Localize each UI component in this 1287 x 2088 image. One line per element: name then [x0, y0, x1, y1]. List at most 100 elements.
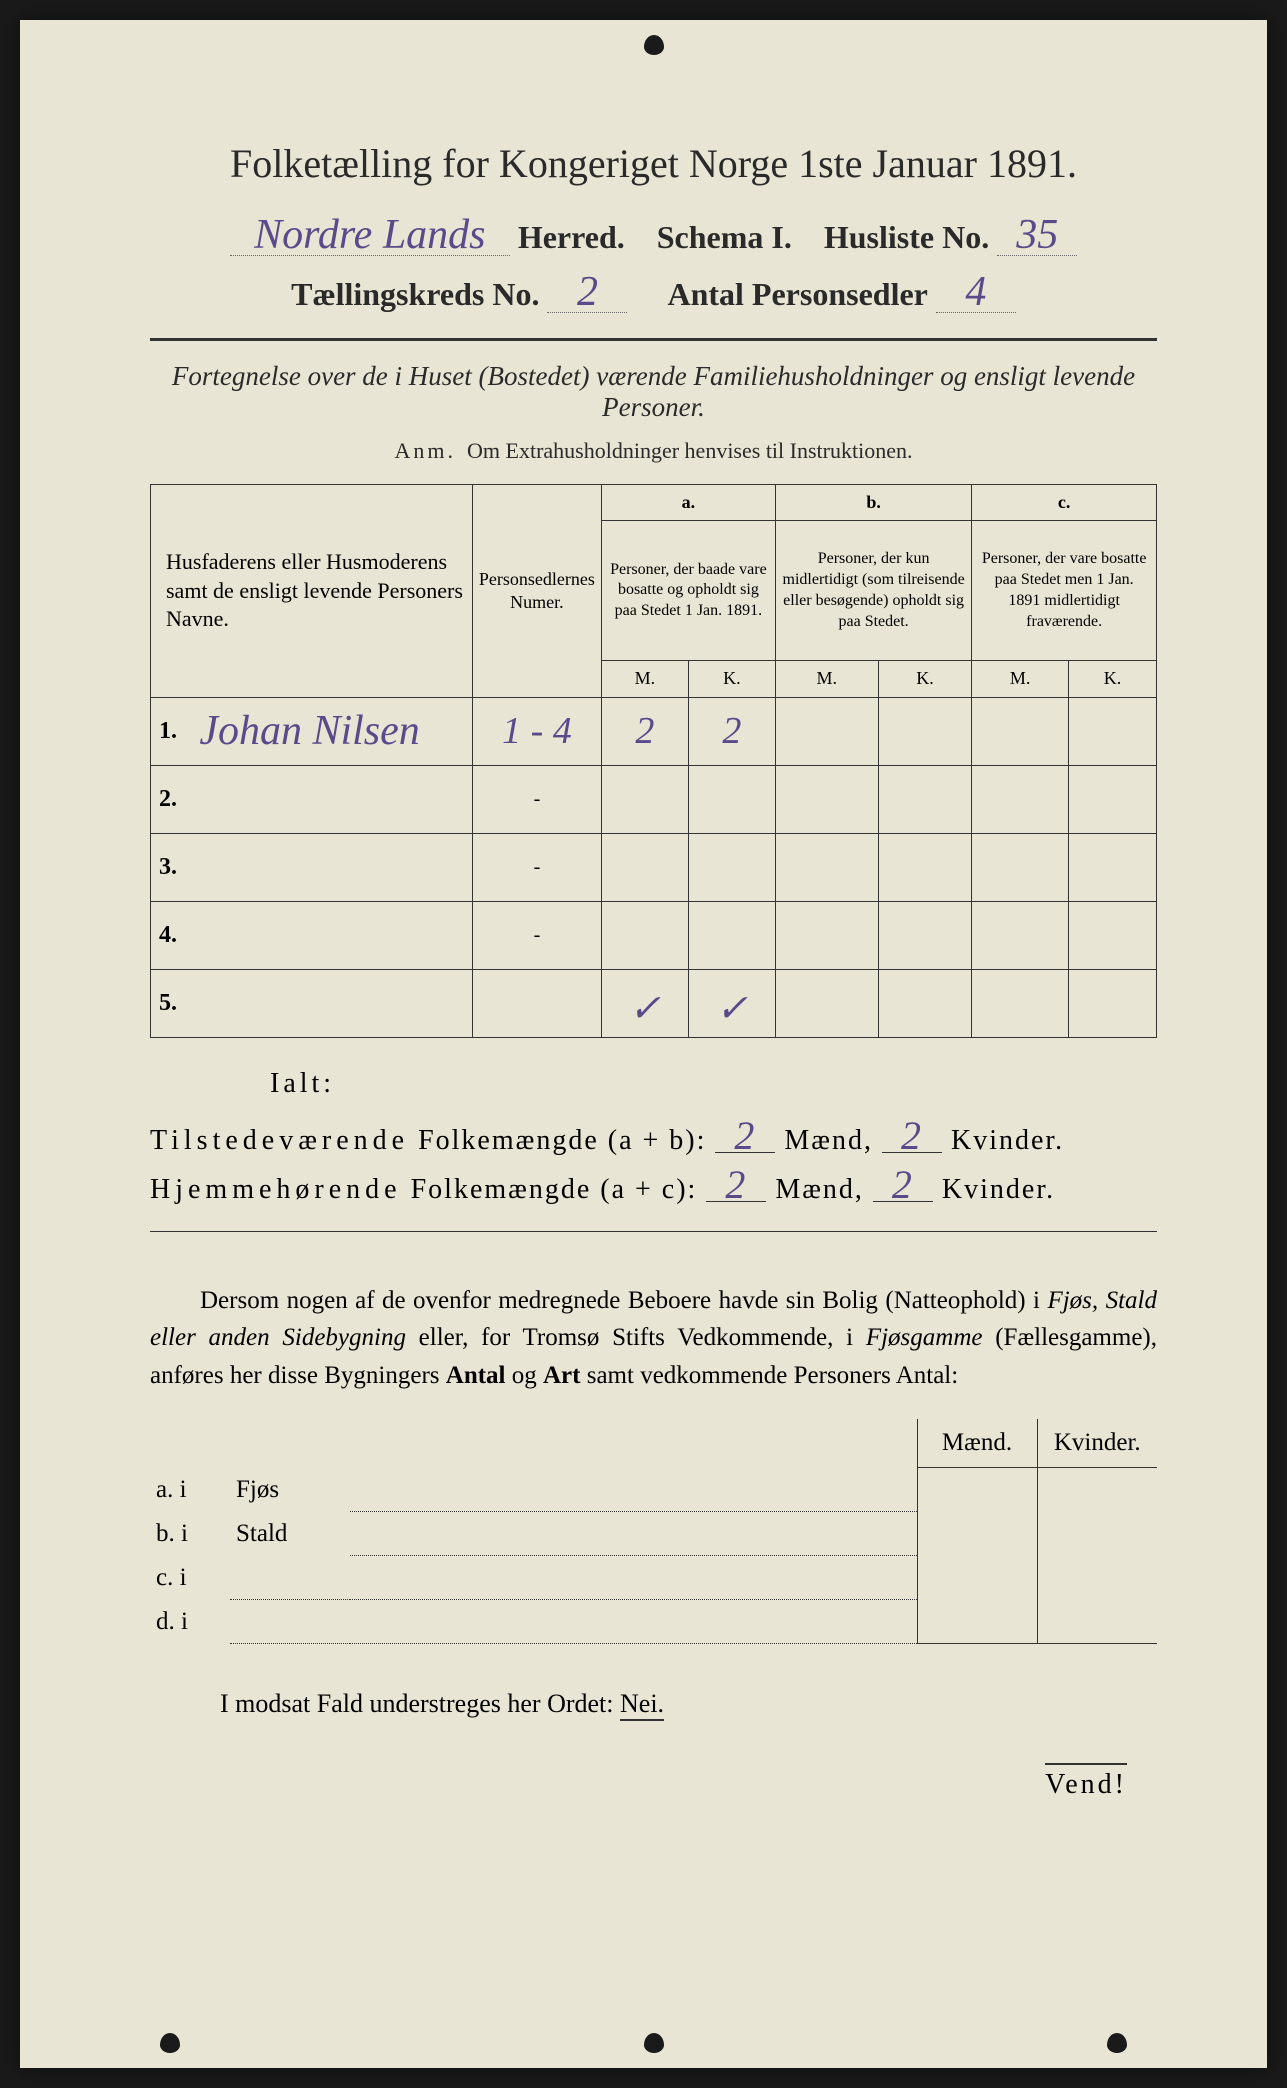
household-table: Husfaderens eller Husmoderens samt de en…	[150, 484, 1157, 1038]
form-title: Folketælling for Kongeriget Norge 1ste J…	[150, 140, 1157, 187]
row-cm	[972, 765, 1069, 833]
row-ck	[1068, 833, 1156, 901]
bolig-d-label: d. i	[150, 1600, 230, 1644]
row-am: 2	[601, 697, 688, 765]
col-header-numer: Personsedlernes Numer.	[472, 485, 601, 698]
antal-label: Antal Personsedler	[667, 276, 927, 312]
ialt-label: Ialt:	[270, 1068, 1157, 1100]
row-num: 3.	[151, 833, 190, 901]
row-num: 2.	[151, 765, 190, 833]
row-bk	[878, 969, 972, 1037]
row-num: 1.	[151, 697, 190, 765]
row-bm	[775, 969, 878, 1037]
p-b: Antal	[446, 1362, 506, 1389]
row-am	[601, 901, 688, 969]
kreds-label: Tællingskreds No.	[291, 276, 539, 312]
anm-label: Anm.	[395, 438, 457, 463]
bolig-row: a. i Fjøs	[150, 1468, 1157, 1512]
table-row: 4. -	[151, 901, 1157, 969]
kvinder-label: Kvinder.	[942, 1174, 1055, 1205]
bolig-c-label: c. i	[150, 1556, 230, 1600]
husliste-value: 35	[997, 217, 1077, 256]
bolig-kvinder-header: Kvinder.	[1037, 1419, 1157, 1468]
maend-label: Mænd,	[775, 1174, 864, 1205]
row-ak: ✓	[688, 969, 775, 1037]
schema-label: Schema I.	[657, 219, 792, 255]
totals-h-k: 2	[873, 1169, 933, 1202]
p-text: eller, for Tromsø Stifts Vedkommende, i	[406, 1324, 866, 1351]
bolig-b-label: b. i	[150, 1512, 230, 1556]
totals-h-label-a: Hjemmehørende	[150, 1174, 402, 1205]
row-numer: -	[472, 833, 601, 901]
row-name	[189, 833, 472, 901]
bolig-a-label: a. i	[150, 1468, 230, 1512]
herred-label: Herred.	[518, 219, 625, 255]
totals-t-label-b: Folkemængde (a + b):	[418, 1125, 706, 1156]
row-bk	[878, 901, 972, 969]
row-ak	[688, 901, 775, 969]
row-cm	[972, 901, 1069, 969]
row-numer: -	[472, 901, 601, 969]
col-c-m: M.	[972, 661, 1069, 697]
row-bk	[878, 765, 972, 833]
table-row: 1. Johan Nilsen 1 - 4 2 2	[151, 697, 1157, 765]
punch-hole-icon	[160, 2033, 180, 2053]
row-ak	[688, 833, 775, 901]
row-ck	[1068, 697, 1156, 765]
subtitle: Fortegnelse over de i Huset (Bostedet) v…	[150, 361, 1157, 423]
row-name: Johan Nilsen	[189, 697, 472, 765]
p-em: Fjøsgamme	[866, 1324, 983, 1351]
row-name	[189, 765, 472, 833]
divider	[150, 338, 1157, 341]
p-text: Dersom nogen af de ovenfor medregnede Be…	[200, 1287, 1047, 1314]
anm-text: Om Extrahusholdninger henvises til Instr…	[467, 438, 912, 463]
row-bk	[878, 833, 972, 901]
row-cm	[972, 969, 1069, 1037]
modsat-line: I modsat Fald understreges her Ordet: Ne…	[150, 1689, 1157, 1719]
col-c-k: K.	[1068, 661, 1156, 697]
row-ck	[1068, 765, 1156, 833]
col-a-k: K.	[688, 661, 775, 697]
vend-text: Vend!	[1045, 1763, 1127, 1800]
col-b-k: K.	[878, 661, 972, 697]
row-ck	[1068, 901, 1156, 969]
row-bm	[775, 765, 878, 833]
bolig-maend-header: Mænd.	[917, 1419, 1037, 1468]
col-c-text: Personer, der vare bosatte paa Stedet me…	[972, 521, 1157, 661]
header-line-1: Nordre Lands Herred. Schema I. Husliste …	[150, 217, 1157, 256]
bolig-row: b. i Stald	[150, 1512, 1157, 1556]
col-b-label: b.	[775, 485, 971, 521]
row-numer: -	[472, 765, 601, 833]
divider	[150, 1231, 1157, 1232]
census-form-page: Folketælling for Kongeriget Norge 1ste J…	[20, 20, 1267, 2068]
row-bk	[878, 697, 972, 765]
row-num: 4.	[151, 901, 190, 969]
col-a-m: M.	[601, 661, 688, 697]
punch-hole-icon	[644, 2033, 664, 2053]
punch-hole-icon	[1107, 2033, 1127, 2053]
row-bm	[775, 697, 878, 765]
totals-resident: Hjemmehørende Folkemængde (a + c): 2 Mæn…	[150, 1169, 1157, 1206]
bolig-row: d. i	[150, 1600, 1157, 1644]
col-header-names: Husfaderens eller Husmoderens samt de en…	[151, 485, 473, 698]
bolig-b-type: Stald	[230, 1512, 350, 1556]
row-bm	[775, 833, 878, 901]
table-row: 2. -	[151, 765, 1157, 833]
bolig-paragraph: Dersom nogen af de ovenfor medregnede Be…	[150, 1282, 1157, 1395]
row-am	[601, 833, 688, 901]
bolig-row: c. i	[150, 1556, 1157, 1600]
husliste-label: Husliste No.	[824, 219, 989, 255]
row-ck	[1068, 969, 1156, 1037]
bolig-table: Mænd. Kvinder. a. i Fjøs b. i Stald c. i…	[150, 1419, 1157, 1644]
bolig-a-type: Fjøs	[230, 1468, 350, 1512]
punch-hole-icon	[644, 35, 664, 55]
kreds-value: 2	[547, 274, 627, 313]
col-b-text: Personer, der kun midlertidigt (som tilr…	[775, 521, 971, 661]
maend-label: Mænd,	[784, 1125, 873, 1156]
p-text: og	[506, 1362, 544, 1389]
totals-t-label-a: Tilstedeværende	[150, 1125, 409, 1156]
kvinder-label: Kvinder.	[951, 1125, 1064, 1156]
modsat-text: I modsat Fald understreges her Ordet:	[220, 1689, 620, 1718]
vend-label: Vend!	[150, 1769, 1157, 1801]
row-numer	[472, 969, 601, 1037]
